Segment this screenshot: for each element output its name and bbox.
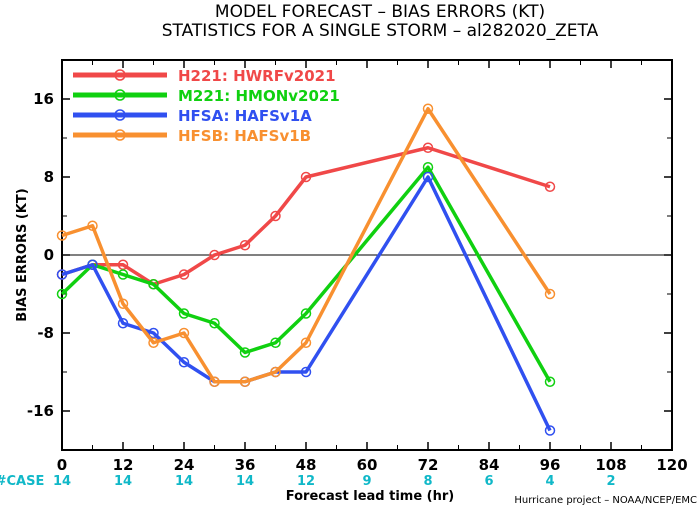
legend-label: HFSB: HAFSv1B bbox=[178, 127, 311, 145]
data-point bbox=[422, 103, 434, 114]
data-point bbox=[117, 318, 129, 329]
data-point bbox=[209, 249, 220, 261]
legend-label: M221: HMONv2021 bbox=[178, 87, 340, 105]
chart-title: MODEL FORECAST – BIAS ERRORS (KT) bbox=[215, 2, 545, 22]
case-count-label: 8 bbox=[423, 474, 432, 489]
x-tick-label: 84 bbox=[479, 456, 500, 474]
legend-swatch-marker bbox=[114, 69, 126, 81]
data-point bbox=[239, 376, 251, 387]
data-point bbox=[270, 366, 281, 378]
data-point bbox=[544, 181, 556, 192]
data-point bbox=[422, 142, 434, 153]
data-point bbox=[178, 269, 190, 280]
data-point bbox=[239, 240, 251, 251]
data-point bbox=[148, 337, 159, 348]
data-point bbox=[87, 259, 98, 270]
case-count-label: 12 bbox=[297, 474, 315, 489]
series-line bbox=[61, 146, 551, 286]
x-tick-label: 108 bbox=[595, 456, 626, 474]
legend-item: M221: HMONv2021 bbox=[73, 87, 340, 105]
data-point bbox=[117, 298, 129, 309]
legend-label: H221: HWRFv2021 bbox=[178, 67, 336, 85]
series-4 bbox=[56, 103, 556, 387]
case-count-label: 14 bbox=[236, 474, 254, 489]
series-3 bbox=[56, 171, 556, 436]
y-tick-label: 16 bbox=[33, 90, 54, 108]
data-point bbox=[87, 220, 98, 231]
series-1 bbox=[56, 142, 556, 290]
credit-text: Hurricane project – NOAA/NCEP/EMC bbox=[514, 495, 697, 506]
data-point bbox=[544, 376, 556, 387]
data-point bbox=[270, 337, 281, 348]
legend-swatch-marker bbox=[114, 89, 126, 101]
case-counts: 14 14 14 14 12 9 8 6 4 2 bbox=[53, 474, 616, 489]
case-count-label: 6 bbox=[484, 474, 493, 489]
chart-subtitle: STATISTICS FOR A SINGLE STORM – al282020… bbox=[162, 21, 599, 41]
case-count-label: 14 bbox=[114, 474, 132, 489]
x-tick-label: 24 bbox=[174, 456, 195, 474]
data-point bbox=[300, 171, 312, 183]
legend-label: HFSA: HAFSv1A bbox=[178, 107, 312, 125]
x-tick-label: 60 bbox=[357, 456, 378, 474]
legend-item: HFSA: HAFSv1A bbox=[73, 107, 312, 125]
series-layer bbox=[56, 103, 556, 436]
x-tick-label: 0 bbox=[57, 456, 67, 474]
legend-swatch-marker bbox=[114, 109, 126, 121]
x-tick-label: 72 bbox=[418, 456, 439, 474]
x-axis-label: Forecast lead time (hr) bbox=[286, 489, 454, 504]
x-tick-label: 12 bbox=[113, 456, 134, 474]
data-point bbox=[178, 327, 190, 339]
y-tick-label: 8 bbox=[44, 168, 54, 186]
data-point bbox=[544, 288, 556, 300]
data-point bbox=[544, 425, 556, 436]
x-tick-label: 120 bbox=[656, 456, 687, 474]
data-point bbox=[270, 210, 281, 222]
data-point bbox=[56, 288, 68, 300]
data-point bbox=[300, 366, 312, 378]
data-point bbox=[148, 279, 159, 290]
case-count-label: 9 bbox=[362, 474, 371, 489]
data-point bbox=[178, 308, 190, 319]
x-tick-label: 48 bbox=[296, 456, 317, 474]
data-point bbox=[300, 308, 312, 319]
legend: H221: HWRFv2021 M221: HMONv2021 HFSA: HAFS… bbox=[73, 67, 340, 145]
series-line bbox=[61, 175, 552, 432]
legend-item: H221: HWRFv2021 bbox=[73, 67, 336, 85]
series-line bbox=[61, 107, 552, 384]
x-axis: 0 12 24 36 48 60 72 84 96 108 120 bbox=[57, 60, 688, 474]
data-point bbox=[209, 376, 220, 387]
data-point bbox=[422, 171, 434, 183]
data-point bbox=[56, 269, 68, 280]
y-tick-label: -8 bbox=[37, 324, 54, 342]
legend-item: HFSB: HAFSv1B bbox=[73, 127, 311, 145]
data-point bbox=[239, 347, 251, 358]
case-count-label: 14 bbox=[53, 474, 71, 489]
case-count-label: 14 bbox=[175, 474, 193, 489]
data-point bbox=[178, 357, 190, 368]
y-axis-label: BIAS ERRORS (KT) bbox=[15, 188, 30, 321]
y-tick-label: 0 bbox=[44, 246, 54, 264]
case-label: #CASE bbox=[0, 474, 44, 489]
case-count-label: 2 bbox=[606, 474, 615, 489]
case-count-label: 4 bbox=[545, 474, 554, 489]
data-point bbox=[300, 337, 312, 348]
series-2 bbox=[56, 162, 556, 387]
data-point bbox=[56, 230, 68, 241]
x-tick-label: 36 bbox=[235, 456, 256, 474]
data-point bbox=[117, 269, 129, 280]
legend-swatch-marker bbox=[114, 129, 126, 141]
y-tick-label: -16 bbox=[27, 402, 54, 420]
data-point bbox=[209, 318, 220, 329]
x-tick-label: 96 bbox=[540, 456, 561, 474]
